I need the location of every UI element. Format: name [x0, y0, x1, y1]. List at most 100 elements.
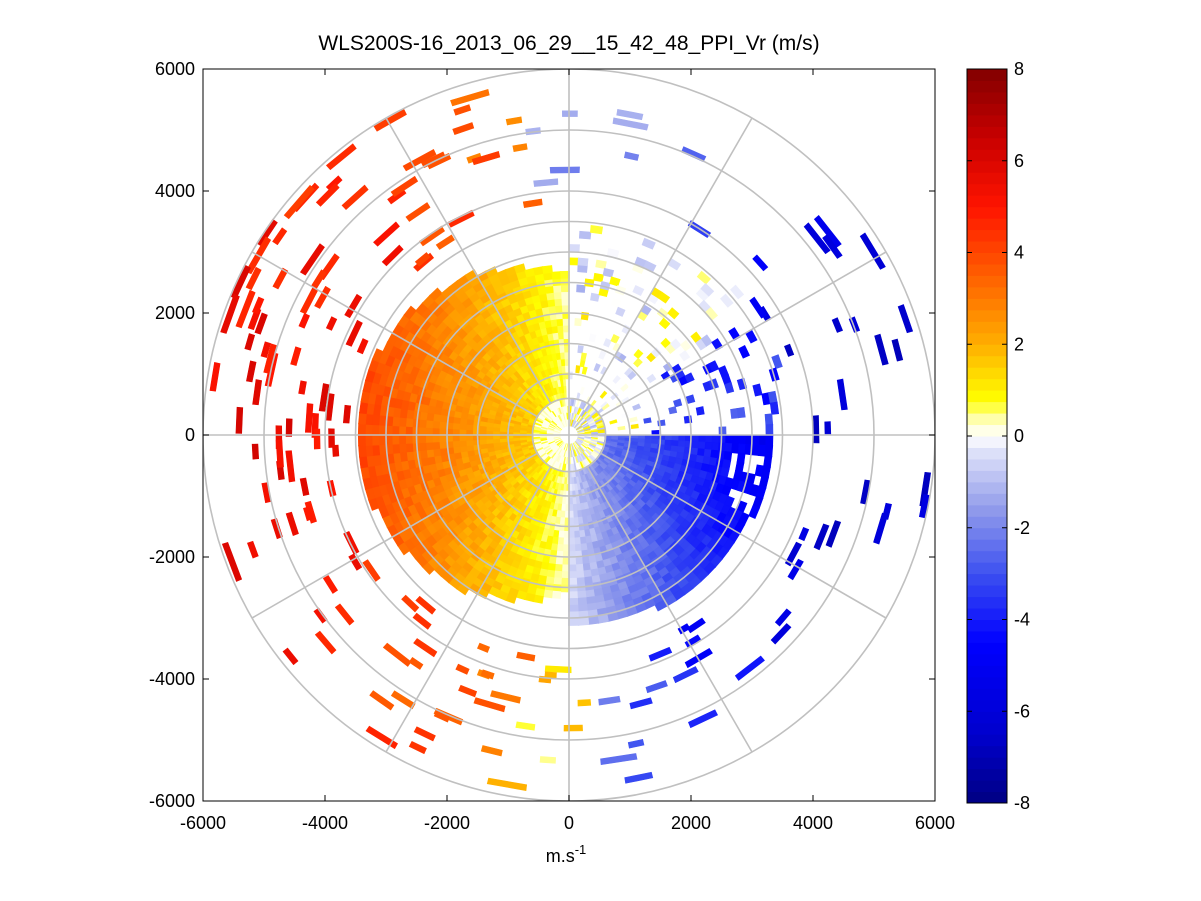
outer-velocity-cell — [252, 296, 265, 315]
colorbar-swatch — [967, 504, 1007, 517]
velocity-cell — [364, 434, 373, 447]
outer-velocity-cell — [623, 151, 640, 161]
outer-velocity-cell — [450, 89, 490, 107]
y-tick-label: 4000 — [155, 181, 195, 201]
outer-velocity-cell — [373, 221, 400, 247]
velocity-cell — [576, 284, 586, 293]
outer-velocity-cell — [688, 709, 719, 729]
chart-title: WLS200S-16_2013_06_29__15_42_48_PPI_Vr (… — [318, 32, 819, 55]
velocity-cell — [579, 386, 585, 395]
velocity-cell — [574, 557, 583, 566]
spoke-line — [586, 117, 753, 404]
colorbar-swatch — [967, 309, 1007, 322]
outer-velocity-cell — [598, 695, 621, 706]
outer-velocity-cell — [365, 725, 399, 750]
outer-velocity-cell — [813, 523, 830, 551]
colorbar-tick-label: 2 — [1014, 334, 1024, 354]
colorbar-swatch — [967, 172, 1007, 185]
outer-velocity-cell — [303, 506, 313, 522]
outer-velocity-cell — [453, 104, 472, 116]
colorbar-swatch — [967, 390, 1007, 403]
outer-velocity-cell — [244, 333, 256, 351]
velocity-cell — [685, 394, 696, 404]
outer-velocity-cell — [686, 617, 706, 634]
outer-velocity-cell — [627, 739, 645, 749]
velocity-cell — [577, 257, 589, 267]
velocity-cell — [561, 564, 570, 573]
outer-velocity-cell — [544, 665, 572, 674]
velocity-cell — [555, 304, 564, 313]
outer-velocity-cell — [752, 254, 769, 272]
y-tick-label: -4000 — [149, 669, 195, 689]
colorbar-swatch — [967, 160, 1007, 173]
colorbar-tick-label: 6 — [1014, 151, 1024, 171]
velocity-cell — [684, 372, 695, 383]
colorbar-swatch — [967, 114, 1007, 127]
outer-velocity-cell — [455, 663, 470, 675]
velocity-cell — [357, 422, 366, 436]
colorbar-swatch — [967, 401, 1007, 414]
velocity-cell — [617, 353, 627, 364]
outer-velocity-cell — [325, 316, 338, 331]
outer-velocity-cell — [452, 122, 475, 135]
velocity-cell — [765, 434, 774, 447]
y-tick-label: -6000 — [149, 791, 195, 811]
velocity-cell — [696, 270, 712, 285]
outer-velocity-cell — [325, 143, 357, 171]
colorbar-swatch — [967, 642, 1007, 655]
outer-velocity-cell — [684, 647, 713, 669]
velocity-cell — [560, 277, 570, 286]
colorbar: 8 6 4 2 0 -2 -4 -6 -8 — [966, 59, 1030, 813]
x-tick-label: 6000 — [915, 813, 955, 833]
velocity-cell — [718, 426, 727, 436]
outer-velocity-cell — [533, 178, 559, 187]
velocity-cell — [705, 434, 714, 444]
velocity-cell — [589, 225, 604, 235]
velocity-cell — [358, 444, 367, 458]
colorbar-swatch — [967, 734, 1007, 747]
velocity-cell — [668, 406, 678, 415]
outer-velocity-cell — [648, 646, 673, 662]
x-tick-label: 2000 — [671, 813, 711, 833]
velocity-cell — [418, 426, 427, 436]
velocity-cell — [698, 434, 707, 443]
velocity-cell — [391, 424, 400, 436]
velocity-cell — [725, 434, 734, 445]
outer-velocity-cell — [369, 690, 395, 711]
outer-velocity-cell — [473, 697, 506, 713]
velocity-cell — [580, 352, 587, 361]
outer-velocity-cell — [235, 289, 256, 329]
outer-velocity-cell — [299, 243, 325, 276]
velocity-cell — [738, 434, 747, 446]
velocity-cell — [641, 237, 656, 250]
outer-velocity-cell — [480, 745, 503, 757]
outer-velocity-cell — [341, 184, 369, 211]
outer-velocity-cell — [251, 443, 260, 460]
velocity-cell — [556, 317, 564, 327]
velocity-cell — [595, 259, 607, 270]
velocity-cell — [738, 344, 751, 359]
outer-velocity-cell — [577, 699, 592, 707]
velocity-cell — [398, 425, 407, 436]
outer-velocity-cell — [798, 527, 810, 542]
outer-velocity-cell — [897, 304, 914, 334]
velocity-cell — [371, 348, 384, 363]
velocity-cell — [658, 317, 671, 330]
outer-velocity-cell — [447, 209, 475, 228]
y-tick-label: 2000 — [155, 303, 195, 323]
polar-grid — [203, 69, 935, 801]
outer-velocity-cell — [413, 726, 436, 742]
outer-velocity-cell — [275, 439, 284, 468]
velocity-cell — [560, 571, 570, 580]
velocity-cell — [358, 411, 367, 425]
outer-velocity-cell — [629, 697, 653, 710]
colorbar-swatch — [967, 378, 1007, 391]
velocity-cell — [568, 257, 580, 266]
outer-velocity-cell — [433, 710, 451, 723]
outer-velocity-cell — [672, 666, 699, 684]
outer-velocity-cell — [505, 116, 523, 126]
spoke-line — [251, 251, 538, 418]
velocity-cell — [748, 505, 760, 519]
y-tick-label: 0 — [185, 425, 195, 445]
colorbar-swatch — [967, 413, 1007, 426]
